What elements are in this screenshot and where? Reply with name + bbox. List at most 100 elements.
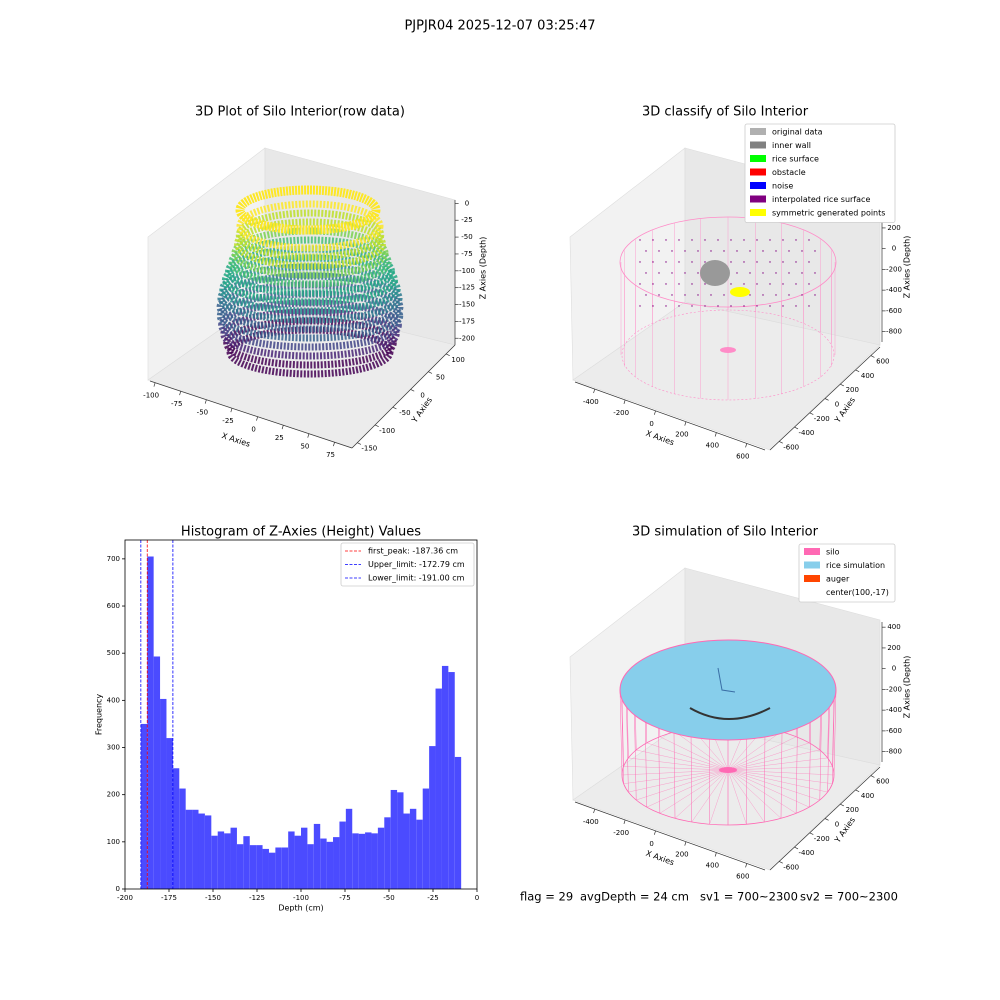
silo-wire — [780, 733, 783, 819]
surface-point — [756, 261, 758, 263]
silo-wire — [727, 769, 747, 825]
surface-point — [795, 305, 797, 307]
surface-point — [736, 272, 738, 274]
rice-surface — [619, 639, 837, 741]
x-tick-label: 600 — [736, 452, 749, 460]
surface-point — [775, 250, 777, 252]
bar — [288, 831, 295, 889]
bar — [249, 845, 257, 889]
x-tick-label: -100 — [143, 392, 159, 400]
silo-wire — [621, 309, 835, 401]
surface-point — [756, 239, 758, 241]
x-tick-label: 0 — [475, 894, 479, 902]
legend-label: inner wall — [772, 141, 811, 150]
x-axis-line — [149, 380, 353, 449]
surface-point — [652, 239, 654, 241]
chart-title: 3D classify of Silo Interior — [642, 105, 809, 120]
legend-swatch — [750, 128, 766, 135]
y-tick-label: -150 — [361, 445, 377, 453]
x-tick-label: -175 — [161, 894, 177, 902]
legend-swatch — [750, 168, 766, 176]
x-tick-label: 25 — [275, 434, 284, 442]
surface-point — [645, 250, 647, 252]
bar — [435, 688, 442, 889]
z-tick-label: -175 — [459, 317, 475, 325]
surface-point — [730, 305, 732, 307]
point-cloud — [221, 254, 399, 306]
silo-wire — [628, 757, 729, 771]
y-tick-label: -600 — [783, 443, 799, 451]
bar — [192, 809, 199, 889]
bar — [172, 768, 180, 889]
silo-wire — [727, 769, 835, 776]
surface-point — [678, 239, 680, 241]
z-tick-label: -400 — [886, 706, 902, 714]
surface-point — [749, 250, 751, 252]
surface-point — [678, 305, 680, 307]
bar — [345, 808, 353, 889]
surface-point — [704, 305, 706, 307]
legend-label: obstacle — [772, 168, 806, 177]
surface-point — [665, 305, 667, 307]
surface-point — [717, 305, 719, 307]
silo-wire — [674, 731, 729, 771]
silo-bottom — [719, 767, 737, 773]
bar — [198, 813, 205, 889]
surface-point — [671, 250, 673, 252]
silo-wire — [621, 769, 729, 776]
surface-point — [710, 250, 712, 252]
x-tick — [623, 819, 626, 824]
surface-point — [665, 283, 667, 285]
z-tick-label: 0 — [892, 245, 896, 253]
bar — [160, 698, 167, 889]
z-tick-label: 200 — [887, 644, 900, 652]
y-tick — [428, 371, 433, 374]
x-axis-label: X Axies — [645, 849, 676, 868]
x-tick-label: -200 — [613, 829, 629, 837]
y-tick-label: -400 — [798, 849, 814, 857]
x-axis-line — [574, 801, 766, 871]
surface-point — [801, 272, 803, 274]
y-tick-label: -100 — [379, 427, 395, 435]
surface-point — [691, 305, 693, 307]
bar — [377, 827, 385, 889]
surface-point — [808, 239, 810, 241]
y-axis-label: Y Axies — [409, 396, 434, 426]
z-tick-label: 0 — [465, 199, 469, 207]
silo-wire — [673, 733, 676, 819]
surface-point — [769, 239, 771, 241]
x-tick-label: 0 — [649, 420, 653, 428]
surface-point — [756, 283, 758, 285]
legend-swatch — [804, 548, 820, 555]
bar — [217, 831, 225, 889]
surface-point — [795, 239, 797, 241]
x-tick — [256, 416, 258, 421]
y-tick-label: 200 — [846, 386, 859, 394]
silo-wire — [727, 769, 833, 784]
suptitle: PJPJR04 2025-12-07 03:25:47 — [404, 19, 595, 34]
y-tick-label: 100 — [451, 356, 464, 364]
surface-point — [639, 261, 641, 263]
x-axis-line — [574, 381, 766, 451]
y-tick — [840, 803, 845, 807]
surface-point — [697, 250, 699, 252]
surface-point — [691, 239, 693, 241]
bar — [333, 837, 340, 889]
surface-point — [671, 272, 673, 274]
surface-point — [665, 261, 667, 263]
y-tick-label: 0 — [835, 821, 839, 829]
y-tick-label: 400 — [861, 792, 874, 800]
y-tick-label: 200 — [846, 806, 859, 814]
legend-swatch — [750, 195, 766, 203]
surface-point — [658, 250, 660, 252]
surface-point — [678, 261, 680, 263]
surface-point — [749, 272, 751, 274]
surface-point — [717, 239, 719, 241]
y-tick-label: 0 — [116, 885, 120, 893]
surface-point — [775, 294, 777, 296]
x-axis-label: Depth (cm) — [278, 904, 323, 913]
legend-swatch — [804, 561, 820, 569]
legend-label: rice simulation — [826, 561, 885, 570]
silo-wire — [819, 714, 822, 801]
bar — [275, 847, 282, 889]
